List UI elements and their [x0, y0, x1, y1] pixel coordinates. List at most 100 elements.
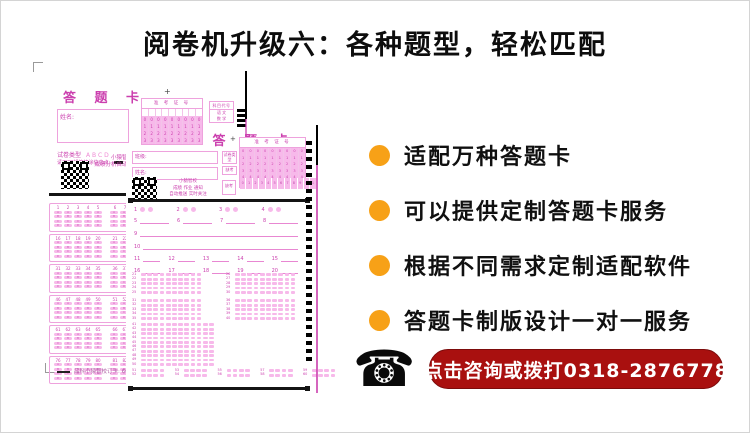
choice-bubble: [159, 336, 165, 340]
question-number: 27: [226, 276, 231, 281]
choice-bubble: D: [110, 285, 118, 288]
choice-bubble: [202, 362, 208, 366]
grid-cell: [149, 109, 156, 116]
choice-bubble: [159, 327, 165, 331]
choice-bubble: A: [74, 363, 82, 366]
choice-bubble: [272, 312, 277, 316]
choice-bubble: [147, 282, 152, 285]
choice-bubble: [165, 273, 171, 277]
fill-in-item: 11: [134, 255, 161, 262]
choice-bubble: C: [54, 341, 62, 345]
choice-bubble: D: [94, 224, 102, 227]
choice-bubble: [165, 345, 171, 349]
choice-bubble: B: [54, 215, 62, 218]
choice-bubble: [141, 282, 146, 285]
choice-bubble: [245, 369, 250, 373]
grid-cell: 1: [182, 123, 190, 130]
choice-bubble: [241, 299, 246, 303]
choice-bubble: [272, 277, 277, 281]
choice-bubble: [147, 312, 152, 316]
choice-bubble: [147, 303, 152, 307]
choice-bubble: [247, 303, 253, 307]
choice-bubble: [178, 345, 183, 349]
choice-bubble: [190, 303, 196, 307]
choice-bubble: [330, 369, 336, 373]
timing-mark: [306, 341, 312, 345]
choice-bubble: D: [74, 376, 82, 380]
subject-row: 语 文: [216, 110, 227, 115]
exam-number-header: 准 考 证 号: [240, 138, 305, 148]
cta-button[interactable]: 点击咨询或拨打0318-2876778: [424, 349, 728, 389]
choice-bubble: [171, 282, 177, 285]
choice-bubble: A: [64, 302, 72, 305]
choice-bubble: [247, 299, 253, 303]
choice-bubble: A: [64, 332, 72, 336]
choice-bubble: [196, 332, 202, 335]
choice-bubble: [235, 316, 240, 320]
choice-bubble: [324, 373, 330, 377]
tf-bubble: [275, 207, 281, 212]
question-number: 8: [263, 218, 267, 224]
choice-bubble: [235, 286, 240, 290]
choice-bubble: [290, 299, 296, 303]
bubble-row: 31: [132, 298, 212, 303]
choice-bubble: [196, 369, 201, 373]
question-number: 55: [217, 368, 222, 372]
grid-cell: [196, 109, 202, 116]
choice-bubble: [272, 290, 277, 294]
choice-bubble: [147, 286, 152, 290]
answer-line: [281, 257, 299, 262]
choice-bubble: [184, 290, 190, 294]
bottom-timing-bar: [128, 386, 310, 391]
choice-bubble: [196, 286, 202, 290]
fill-in-item: 14: [237, 255, 264, 262]
grid-cell: 0: [269, 148, 277, 155]
choice-bubble: A: [84, 271, 92, 275]
question-number: 28: [226, 280, 231, 285]
tf-item: 2: [177, 207, 220, 213]
question-number: 49: [132, 357, 137, 362]
question-number: 21: [112, 235, 118, 241]
choice-bubble: [141, 303, 146, 307]
choice-bubble: [153, 316, 159, 320]
choice-bubble: [190, 323, 196, 327]
choice-bubble: [209, 327, 214, 331]
grid-cell: 3: [240, 167, 248, 174]
subject-header: 科目代号: [210, 102, 233, 110]
question-number: 20: [271, 268, 278, 274]
page-title: 阅卷机升级六：各种题型，轻松匹配: [143, 30, 607, 61]
choice-bubble: D: [110, 315, 118, 319]
question-number: 11: [134, 256, 141, 262]
choice-bubble: D: [94, 254, 102, 258]
grid-cell: 3: [182, 137, 190, 144]
choice-bubble: B: [120, 337, 128, 340]
question-number: 45: [132, 339, 137, 344]
paper-type-box: 试卷类型: [222, 151, 237, 164]
choice-bubble: [184, 349, 190, 353]
choice-bubble: [165, 312, 171, 316]
choice-bubble: A: [74, 271, 82, 275]
choice-bubble: [202, 336, 208, 340]
answer-line: [143, 257, 161, 262]
choice-bubble: C: [54, 219, 62, 223]
choice-bubble: [153, 308, 159, 311]
question-number: 21: [132, 272, 137, 276]
question-number: 29: [226, 285, 231, 290]
true-false-row: 1 2 3 4: [134, 207, 304, 213]
choice-bubble: B: [54, 337, 62, 340]
choice-bubble: [235, 312, 240, 316]
choice-bubble: [159, 299, 165, 303]
choice-bubble: D: [54, 346, 62, 349]
choice-bubble: [253, 299, 259, 303]
choice-bubble: [190, 358, 196, 362]
choice-bubble: B: [94, 245, 102, 249]
question-number: 36: [226, 297, 231, 302]
bubble-row: 25: [132, 290, 212, 295]
timing-mark: [306, 309, 312, 313]
choice-bubble: B: [54, 367, 62, 371]
grid-cell: 0: [283, 148, 292, 155]
timing-marks-column: [306, 141, 312, 365]
choice-bubble: [165, 316, 171, 320]
grid-cell: 3: [298, 167, 305, 174]
choice-bubble: D: [120, 224, 128, 227]
